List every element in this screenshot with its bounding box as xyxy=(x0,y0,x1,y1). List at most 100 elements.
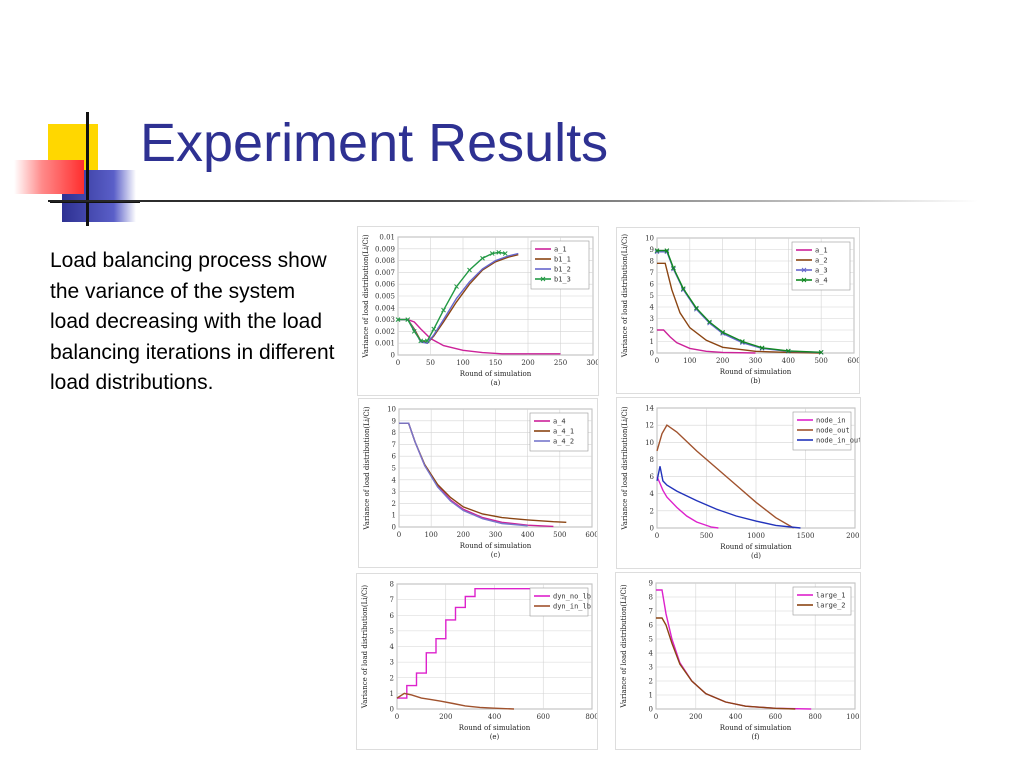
y-tick-label: 4 xyxy=(650,304,655,312)
y-tick-label: 6 xyxy=(649,622,654,630)
x-tick-label: 400 xyxy=(521,531,534,539)
x-tick-label: 300 xyxy=(749,357,762,365)
y-tick-label: 7 xyxy=(392,441,396,449)
data-point xyxy=(431,326,437,332)
y-tick-label: 9 xyxy=(650,246,654,254)
y-tick-label: 5 xyxy=(390,627,394,635)
chart-f: 0 1 2 3 4 5 6 7 8 9 0 200 400 600 800 1000 Round of simu… xyxy=(620,580,860,742)
chart-panel-d: 0 2 4 6 8 10 12 14 0 500 1000 1500 2000 Round of simu… xyxy=(616,397,861,569)
data-point xyxy=(654,248,660,254)
data-point xyxy=(480,255,485,261)
y-tick-label: 8 xyxy=(392,429,396,437)
y-tick-label: 10 xyxy=(645,439,654,447)
y-tick-label: 2 xyxy=(392,500,396,508)
legend-marker xyxy=(801,267,807,273)
chart-panel-e: 0 1 2 3 4 5 6 7 8 0 200 400 600 800 Round of simulatio… xyxy=(356,573,598,750)
y-tick-label: 0.002 xyxy=(375,328,395,336)
panel-label: (b) xyxy=(751,377,761,385)
y-tick-label: 0.003 xyxy=(375,316,395,324)
y-tick-label: 7 xyxy=(650,269,654,277)
y-tick-label: 3 xyxy=(392,488,396,496)
panel-label: (d) xyxy=(751,552,761,560)
data-point xyxy=(441,307,446,313)
data-point xyxy=(671,265,676,271)
decor-red-bar xyxy=(14,160,84,194)
data-point xyxy=(496,249,502,255)
y-tick-label: 0.006 xyxy=(375,281,396,289)
y-tick-label: 4 xyxy=(649,650,654,658)
y-tick-label: 12 xyxy=(645,422,654,430)
legend-marker xyxy=(540,276,546,282)
x-tick-label: 400 xyxy=(488,713,501,721)
x-tick-label: 1000 xyxy=(747,532,765,540)
y-tick-label: 0.007 xyxy=(375,269,395,277)
series-line-node_in_out xyxy=(656,466,801,529)
y-tick-label: 5 xyxy=(392,465,396,473)
y-tick-label: 6 xyxy=(650,473,655,481)
y-tick-label: 0 xyxy=(649,706,653,714)
y-tick-label: 1 xyxy=(650,338,654,346)
x-tick-label: 0 xyxy=(397,531,401,539)
series-line-dyn_no_lb xyxy=(397,587,563,699)
panel-label: (e) xyxy=(490,733,500,741)
y-tick-label: 0.008 xyxy=(375,257,395,265)
y-tick-label: 4 xyxy=(392,476,397,484)
x-tick-label: 200 xyxy=(457,531,470,539)
y-tick-label: 10 xyxy=(387,406,396,414)
x-tick-label: 600 xyxy=(769,713,782,721)
legend-label: a_1 xyxy=(815,247,828,255)
data-point xyxy=(405,317,411,322)
data-point xyxy=(818,349,824,355)
panel-label: (c) xyxy=(491,551,501,559)
x-tick-label: 50 xyxy=(426,359,435,367)
x-tick-label: 800 xyxy=(809,713,822,721)
x-tick-label: 100 xyxy=(683,357,696,365)
y-tick-label: 8 xyxy=(650,258,654,266)
x-tick-label: 0 xyxy=(654,713,658,721)
y-tick-label: 8 xyxy=(650,456,654,464)
y-tick-label: 0.005 xyxy=(375,293,395,301)
x-tick-label: 600 xyxy=(585,531,597,539)
y-axis-label: Variance of load distribution(Li/Ci) xyxy=(621,234,629,359)
legend-label: a_4 xyxy=(815,277,828,285)
data-point xyxy=(424,338,430,344)
chart-panel-c: 0 1 2 3 4 5 6 7 8 9 10 0 100 200 300 400 500 600 Round of … xyxy=(358,398,598,568)
y-tick-label: 3 xyxy=(649,664,653,672)
y-tick-label: 8 xyxy=(649,594,653,602)
x-axis-label: Round of simulation xyxy=(460,370,532,378)
y-tick-label: 6 xyxy=(650,281,655,289)
y-tick-label: 2 xyxy=(650,507,654,515)
data-point xyxy=(694,306,699,312)
slide-title: Experiment Results xyxy=(140,113,609,173)
y-axis-label: Variance of load distribution(Li/Ci) xyxy=(361,585,369,710)
y-tick-label: 0.004 xyxy=(375,304,396,312)
y-tick-label: 14 xyxy=(645,405,654,413)
series-line-node_in xyxy=(656,476,719,529)
x-tick-label: 800 xyxy=(585,713,597,721)
x-tick-label: 500 xyxy=(553,531,566,539)
x-tick-label: 600 xyxy=(847,357,859,365)
legend-label: b1_3 xyxy=(554,276,571,284)
legend-box xyxy=(792,586,852,616)
x-tick-label: 200 xyxy=(716,357,729,365)
legend-label: a_4_1 xyxy=(553,428,574,436)
series-line-dyn_in_lb xyxy=(396,692,515,710)
data-point xyxy=(411,329,417,334)
y-axis-label: Variance of load distribution(Li/Ci) xyxy=(363,406,371,531)
chart-d: 0 2 4 6 8 10 12 14 0 500 1000 1500 2000 Round of simu… xyxy=(621,405,860,561)
legend-label: node_out xyxy=(816,427,850,435)
y-tick-label: 0 xyxy=(650,350,654,358)
y-tick-label: 3 xyxy=(390,659,394,667)
x-axis-label: Round of simulation xyxy=(720,543,792,551)
legend-box xyxy=(792,411,852,451)
y-tick-label: 0.009 xyxy=(375,245,395,253)
legend-label: b1_2 xyxy=(554,266,571,274)
legend-label: a_4 xyxy=(553,418,566,426)
data-point xyxy=(785,348,791,354)
x-tick-label: 1500 xyxy=(797,532,815,540)
title-underline xyxy=(48,200,978,202)
data-point xyxy=(467,267,472,273)
panel-label: (a) xyxy=(491,379,501,387)
